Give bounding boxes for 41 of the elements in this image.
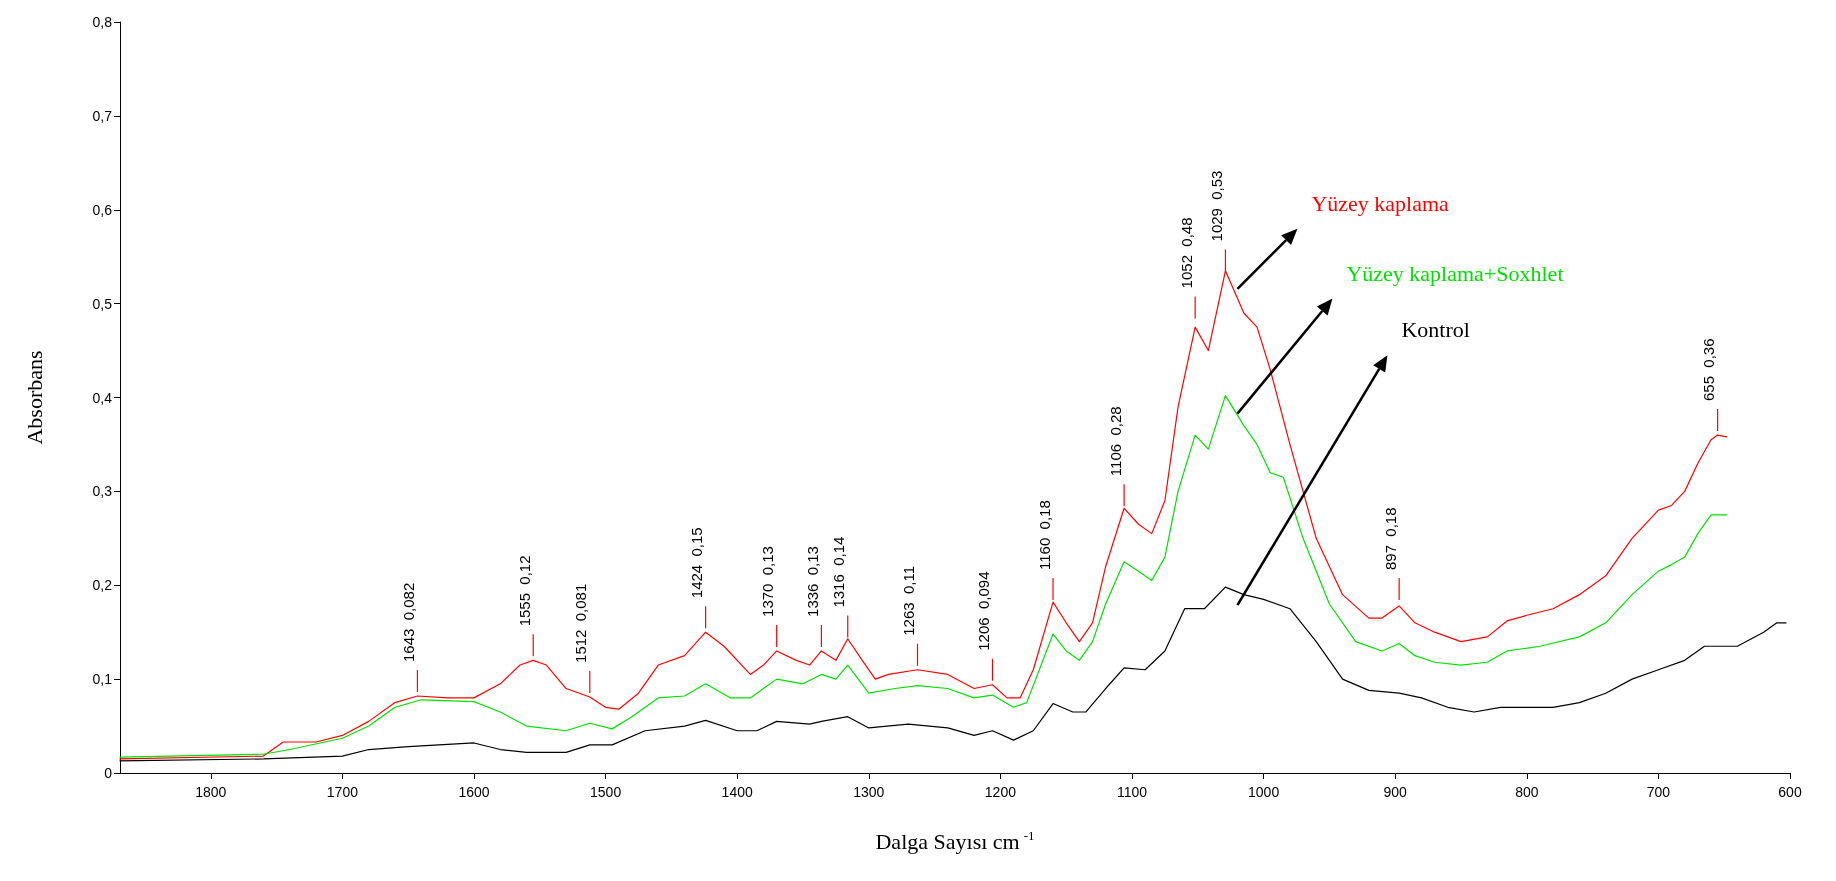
x-tick-label: 1400 — [721, 784, 753, 800]
x-tick-label: 1600 — [458, 784, 490, 800]
y-tick-label: 0,2 — [92, 577, 113, 594]
y-axis-title: Absorbans — [21, 350, 47, 445]
annotation: 1370 0,13 — [759, 546, 777, 617]
y-tick-label: 0 — [104, 765, 113, 781]
x-tick-label: 1800 — [195, 784, 227, 800]
annotation: 1106 0,28 — [1106, 406, 1124, 477]
x-tick-label: 1200 — [984, 784, 1017, 800]
annotation: 1160 0,18 — [1035, 500, 1053, 571]
y-tick-label: 0,1 — [92, 671, 113, 688]
annotation: 1052 0,48 — [1177, 217, 1195, 289]
x-tick-label: 600 — [1778, 784, 1802, 800]
annotation: 1555 0,12 — [515, 555, 533, 627]
text: Yüzey kaplama — [1311, 190, 1450, 216]
x-tick-label: 800 — [1515, 784, 1539, 800]
annotation: 1263 0,11 — [899, 565, 917, 636]
x-tick-label: 1000 — [1248, 784, 1280, 800]
annotation: 1206 0,094 — [975, 571, 993, 651]
x-tick-label: 1300 — [853, 784, 885, 800]
annotation: 1424 0,15 — [688, 527, 706, 599]
x-tick-label: 700 — [1646, 784, 1671, 800]
x-tick-label: 1700 — [326, 784, 359, 800]
x-tick-label: 900 — [1383, 784, 1408, 800]
y-tick-label: 0,7 — [92, 107, 113, 124]
text: Kontrol — [1401, 317, 1470, 343]
y-tick-label: 0,8 — [92, 14, 113, 30]
annotation: 1029 0,53 — [1207, 170, 1225, 242]
annotation: 1643 0,082 — [399, 582, 417, 663]
annotation: 1316 0,14 — [830, 536, 848, 608]
y-tick-label: 0,4 — [92, 389, 113, 406]
text: Yüzey kaplama+Soxhlet — [1346, 260, 1564, 286]
annotation: 897 0,18 — [1381, 507, 1399, 571]
annotation: 1336 0,13 — [803, 546, 821, 617]
y-tick-label: 0,6 — [92, 201, 113, 218]
y-tick-label: 0,5 — [92, 295, 113, 312]
x-tick-label: 1500 — [590, 784, 622, 800]
x-tick-label: 1100 — [1116, 784, 1148, 800]
annotation: 1512 0,081 — [572, 583, 590, 663]
annotation: 655 0,36 — [1700, 338, 1718, 402]
y-tick-label: 0,3 — [92, 483, 113, 500]
